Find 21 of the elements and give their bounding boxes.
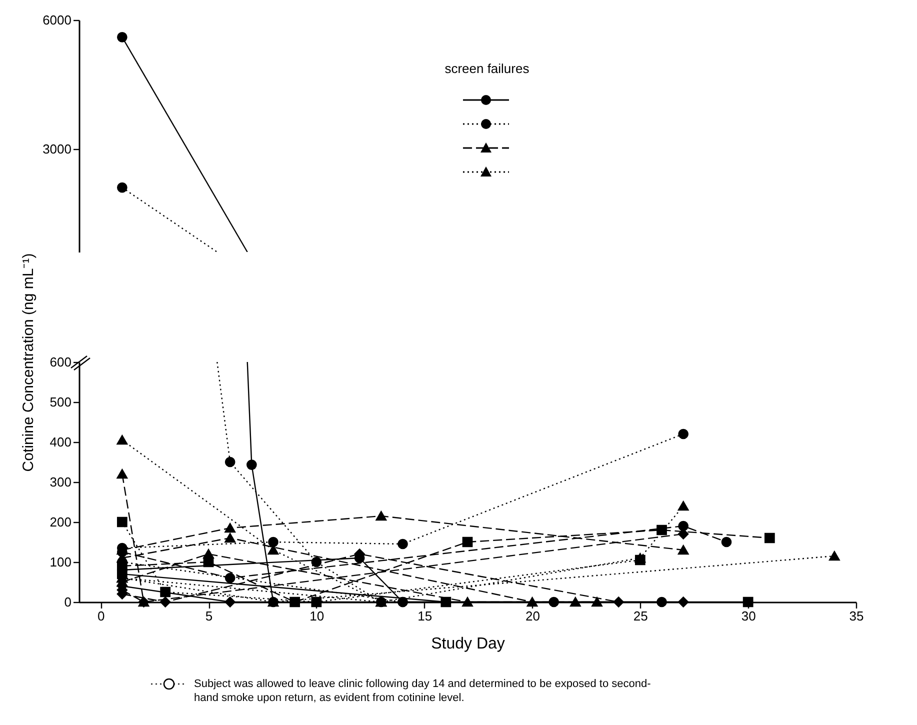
- x-tick-label: 30: [741, 608, 756, 624]
- x-tick-label: 15: [418, 608, 432, 624]
- y-tick-label: 600: [50, 354, 72, 370]
- y-tick-label: 200: [50, 514, 72, 530]
- x-tick-label: 25: [633, 608, 648, 624]
- y-axis-title: Cotinine Concentration (ng mL⁻¹): [20, 253, 37, 472]
- x-tick-label: 35: [849, 608, 864, 624]
- text: Subject was allowed to leave clinic following day 14 and determined to be exposed to second-hand smoke upon return, as evident from cotinine level.: [194, 677, 652, 705]
- x-tick-label: 10: [310, 608, 324, 624]
- x-tick-label: 20: [526, 608, 540, 624]
- legend-title: screen failures: [444, 60, 530, 76]
- y-tick-label: 3000: [42, 141, 72, 156]
- x-tick-label: 0: [97, 608, 105, 624]
- y-tick-label: 400: [50, 434, 72, 450]
- y-tick-label: 300: [50, 474, 72, 490]
- x-axis-title: Study Day: [431, 636, 505, 652]
- y-tick-label: 0: [64, 594, 72, 610]
- y-tick-label: 6000: [42, 12, 72, 28]
- y-tick-label: 100: [50, 554, 72, 570]
- x-tick-label: 5: [205, 608, 213, 624]
- y-tick-label: 500: [50, 394, 72, 410]
